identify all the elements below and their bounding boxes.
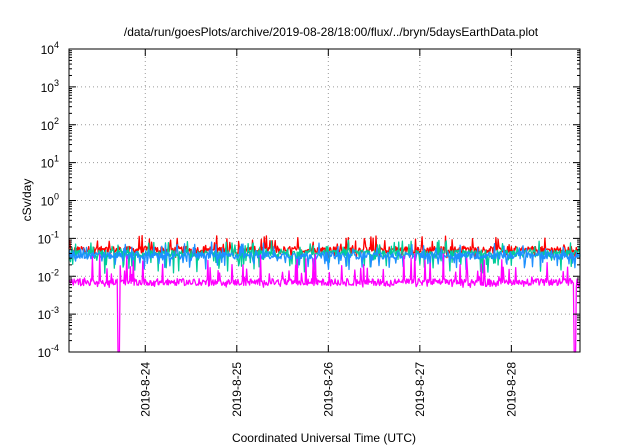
- x-tick-label: 2019-8-24: [138, 362, 152, 417]
- y-tick-label: 101: [41, 154, 59, 171]
- y-tick-label: 10-3: [38, 305, 59, 322]
- y-tick-label: 10-2: [38, 267, 59, 284]
- series-layer: [68, 235, 581, 353]
- x-tick-label: 2019-8-28: [504, 362, 518, 417]
- x-axis: 2019-8-24 2019-8-25 2019-8-26 2019-8-27 2019…: [138, 49, 518, 417]
- y-tick-label: 10-1: [38, 229, 59, 246]
- y-axis: 10-4 10-3 10-2 10-1 100 101 102 103 104: [38, 40, 580, 360]
- x-tick-label: 2019-8-27: [413, 362, 427, 417]
- y-tick-label: 100: [41, 192, 59, 209]
- series-line-3: [68, 253, 581, 353]
- y-tick-label: 10-4: [38, 343, 59, 360]
- x-tick-label: 2019-8-26: [321, 362, 335, 417]
- series-line-2: [68, 241, 581, 271]
- x-tick-label: 2019-8-25: [230, 362, 244, 417]
- y-axis-label: cSv/day: [20, 179, 34, 222]
- y-tick-label: 102: [41, 116, 59, 133]
- chart-title: /data/run/goesPlots/archive/2019-08-28/1…: [124, 25, 539, 39]
- grid: [69, 49, 580, 352]
- y-tick-label: 104: [41, 40, 59, 57]
- y-tick-label: 103: [41, 78, 59, 95]
- x-axis-label: Coordinated Universal Time (UTC): [232, 431, 416, 445]
